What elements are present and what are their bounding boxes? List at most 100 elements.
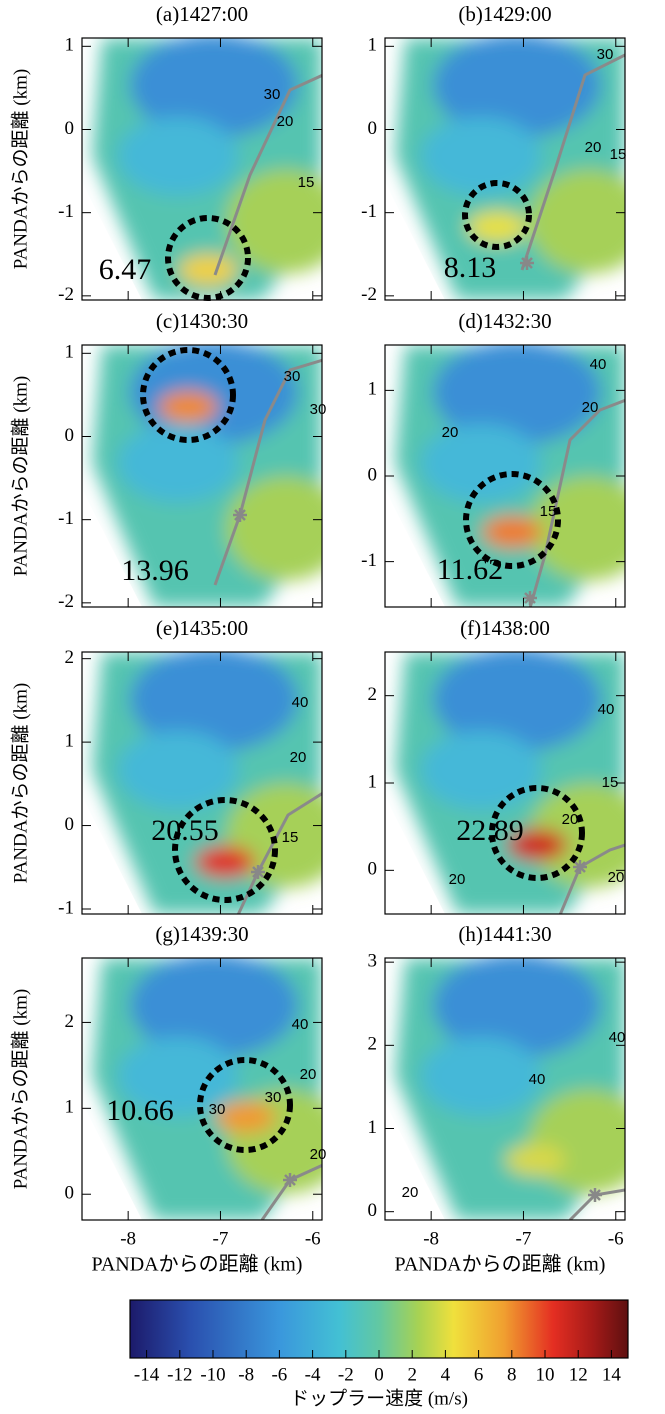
x-axis-label: PANDAからの距離 (km) [395,1253,606,1276]
field-blank [82,1102,142,1220]
field-hot [507,829,567,861]
max-value-annotation: 8.13 [444,251,497,284]
x-axis-label: PANDAからの距離 (km) [92,1253,303,1276]
colorbar-tick-label: 14 [602,1364,622,1385]
vortex-circle [463,471,561,569]
field-teal [421,423,541,503]
field-blue [130,38,298,138]
contour-label: 30 [310,401,327,418]
panel: (a)1427:00 -2 -1 0 1 PANDAからの距離 (km) 6.47 30 20 1… [9,2,323,305]
velocity-blobs [395,38,625,300]
field-blank [385,182,445,300]
y-tick-label: 1 [65,342,75,363]
velocity-blobs [395,652,625,914]
contour-label: 20 [449,871,466,888]
colorbar-tick-label: 8 [507,1364,517,1385]
x-tick-label: -7 [516,1228,532,1249]
velocity-field [385,958,625,1220]
x-tick-label: -6 [305,1228,321,1249]
velocity-field [82,652,322,914]
field-blank [82,796,142,914]
contour-label: 30 [209,1101,226,1118]
contour-label: 40 [598,701,615,718]
y-tick-label: 1 [368,35,378,56]
panel: (e)1435:00 -1 0 1 2 PANDAからの距離 (km) 20.55 40 20 1… [9,616,323,918]
panel-title: (d)1432:30 [458,309,551,333]
track-line [558,843,625,914]
panda-marker [588,1188,602,1202]
field-blue [130,958,298,1058]
panda-marker [573,860,587,874]
y-tick-label: -1 [58,508,74,529]
panel-title: (f)1438:00 [460,616,550,640]
panel: (d)1432:30 -1 0 1 11.62 40 20 20 15 [361,309,626,608]
contour-label: 20 [562,811,579,828]
contour-label: 20 [442,424,459,441]
panda-marker [283,1173,297,1187]
contour-label: 15 [540,503,557,520]
field-teal [421,730,541,810]
y-axis-label: PANDAからの距離 (km) [9,989,31,1189]
contour-label: 15 [282,829,299,846]
velocity-field [82,958,322,1220]
contour-label: 20 [300,1066,317,1083]
y-tick-label: 2 [65,1011,75,1032]
y-tick-label: 3 [368,951,378,972]
track-line [213,73,322,276]
panel-frame [81,37,323,301]
y-tick-label: 1 [65,35,75,56]
vortex-circle [462,180,532,250]
contour-label: 20 [290,749,307,766]
panel: (c)1430:30 -2 -1 0 1 PANDAからの距離 (km) 13.96 30 30 [9,309,327,612]
field-blue [433,958,601,1058]
panel-title: (g)1439:30 [155,922,248,946]
velocity-field [385,652,625,914]
contour-label: 15 [298,174,315,191]
velocity-blobs [92,652,322,914]
panel-title: (a)1427:00 [156,2,248,26]
panel-title: (b)1429:00 [458,2,551,26]
contour-label: 30 [597,46,614,63]
y-tick-label: 1 [65,1097,75,1118]
field-blank [82,182,142,300]
colorbar-tick-label: 0 [374,1364,384,1385]
y-tick-label: 0 [65,425,75,446]
vortex-circle [172,797,278,903]
velocity-field [82,345,322,607]
max-value-annotation: 22.89 [456,814,524,847]
colorbar-tick-label: -10 [200,1364,225,1385]
y-tick-label: 0 [368,118,378,139]
field-teal [118,423,238,503]
contour-label: 20 [608,869,625,886]
max-value-annotation: 13.96 [121,554,189,587]
y-tick-label: 0 [65,118,75,139]
panel-frame [81,344,323,608]
colorbar-label: ドップラー速度 (m/s) [290,1387,468,1409]
y-tick-label: -2 [58,284,74,305]
colorbar-tick-label: 2 [407,1364,417,1385]
max-value-annotation: 20.55 [151,814,219,847]
y-tick-label: 1 [368,379,378,400]
colorbar-tick-label: 6 [474,1364,484,1385]
y-tick-label: 0 [368,464,378,485]
x-tick-label: -6 [608,1228,624,1249]
y-tick-label: 1 [368,1117,378,1138]
field-hot [195,846,255,878]
velocity-blobs [92,345,322,607]
panel-frame [81,651,323,915]
panda-marker [523,591,537,605]
y-tick-label: -1 [361,201,377,222]
colorbar-tick-label: 10 [536,1364,555,1385]
track-line [213,358,322,586]
panel: (b)1429:00 -2 -1 0 1 8.13 30 20 15 [361,2,626,305]
colorbar-tick-label: -4 [305,1364,321,1385]
field-blue [433,652,601,752]
y-tick-label: 0 [368,1200,378,1221]
contour-label: 30 [265,1089,282,1106]
panel: (g)1439:30 -8 -7 -6 0 1 2 PANDAからの距離 (km) PANDAか… [9,922,326,1276]
max-value-annotation: 11.62 [437,553,503,586]
panel-frame [384,37,626,301]
y-tick-label: -1 [361,550,377,571]
vortex-circle [197,1057,293,1153]
